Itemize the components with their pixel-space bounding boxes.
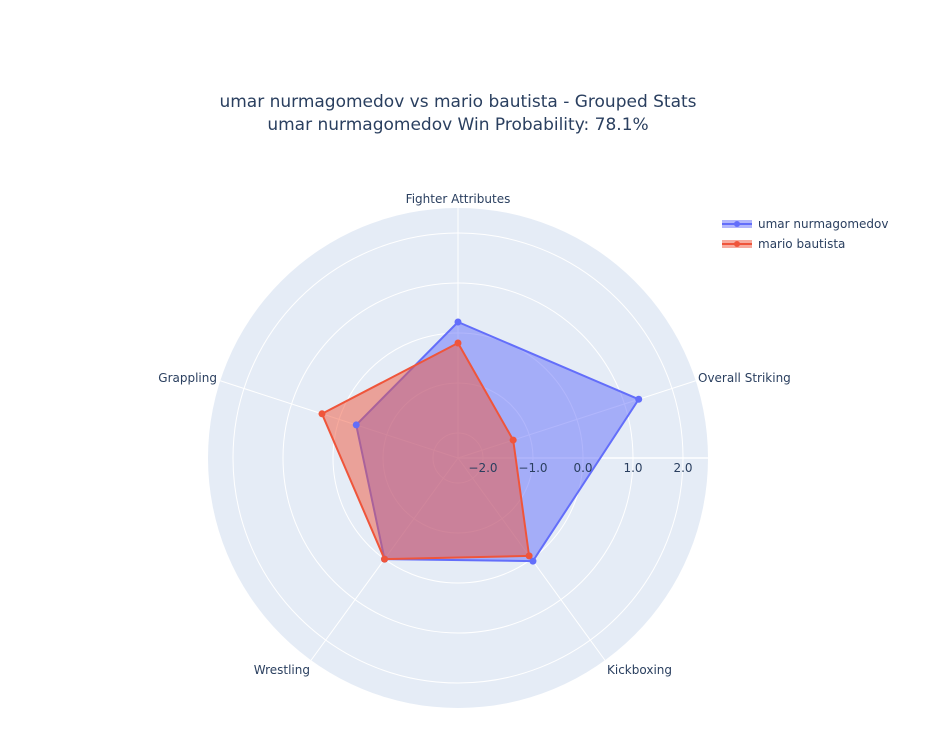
- data-point[interactable]: [635, 395, 643, 403]
- data-point[interactable]: [352, 421, 360, 429]
- data-point[interactable]: [454, 318, 462, 326]
- radial-tick-label: −2.0: [468, 461, 498, 475]
- legend-swatch-icon: [722, 237, 752, 251]
- axis-label-kickboxing: Kickboxing: [607, 663, 672, 677]
- legend-swatch-icon: [722, 217, 752, 231]
- legend-label: mario bautista: [758, 237, 846, 251]
- data-point[interactable]: [454, 339, 462, 347]
- axis-label-grappling: Grappling: [158, 371, 217, 385]
- data-point[interactable]: [318, 410, 326, 418]
- data-point[interactable]: [381, 555, 389, 563]
- legend-item-mario-bautista[interactable]: mario bautista: [722, 234, 888, 254]
- legend-label: umar nurmagomedov: [758, 217, 889, 231]
- legend-item-umar-nurmagomedov[interactable]: umar nurmagomedov: [722, 214, 888, 234]
- axis-label-wrestling: Wrestling: [253, 663, 310, 677]
- radial-tick-label: 0.0: [573, 461, 593, 475]
- radial-tick-label: 2.0: [673, 461, 693, 475]
- data-point[interactable]: [529, 557, 537, 565]
- legend: umar nurmagomedov mario bautista: [722, 214, 888, 254]
- radial-tick-label: −1.0: [518, 461, 548, 475]
- data-point[interactable]: [509, 436, 517, 444]
- radial-tick-label: 1.0: [623, 461, 643, 475]
- data-point[interactable]: [525, 552, 533, 560]
- axis-label-overall-striking: Overall Striking: [698, 371, 791, 385]
- series-area-mario-bautista[interactable]: [321, 342, 531, 561]
- axis-label-fighter-attributes: Fighter Attributes: [405, 192, 511, 206]
- chart-title-line-1: umar nurmagomedov vs mario bautista - Gr…: [219, 92, 697, 112]
- chart-title-line-2: umar nurmagomedov Win Probability: 78.1%: [267, 115, 649, 135]
